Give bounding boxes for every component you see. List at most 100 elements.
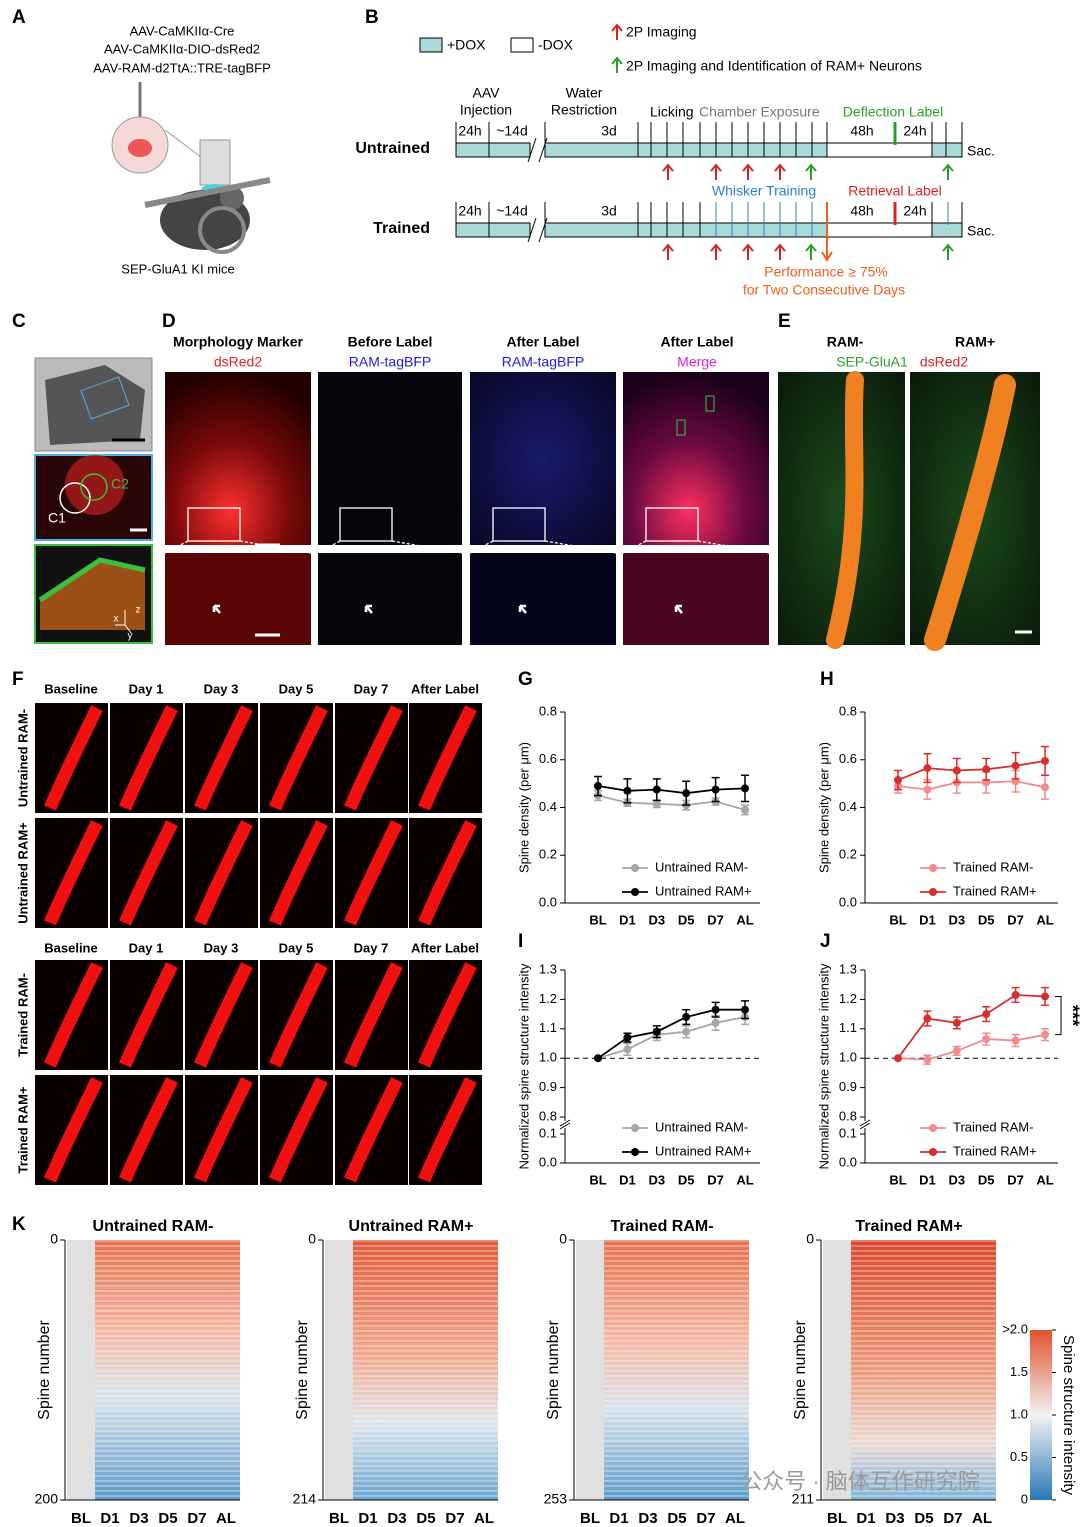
legend-label: Trained RAM+ xyxy=(953,883,1037,898)
dendrite xyxy=(44,705,103,811)
dendrite xyxy=(119,1077,178,1183)
data-point xyxy=(952,766,961,775)
dendrite xyxy=(269,820,328,926)
y-axis-label: Spine number xyxy=(294,1320,311,1420)
legend-marker xyxy=(631,864,639,872)
virus-label: AAV-CaMKIIα-Cre xyxy=(130,23,235,38)
x-tick-label: BL xyxy=(589,912,606,927)
duration-label: 24h xyxy=(458,123,481,139)
mouse-illustration xyxy=(111,82,271,254)
x-tick-label: D3 xyxy=(948,1172,965,1187)
annotation: *** xyxy=(1062,1005,1080,1026)
data-point xyxy=(741,784,749,793)
legend-label: +DOX xyxy=(447,37,486,53)
phase-label: AAV xyxy=(473,85,501,101)
duration-label: 3d xyxy=(601,203,617,219)
legend-label: Untrained RAM- xyxy=(655,1119,748,1134)
legend-label: Untrained RAM+ xyxy=(655,883,751,898)
x-tick-label: D5 xyxy=(678,1172,695,1187)
heatmap-title: Untrained RAM- xyxy=(93,1218,214,1235)
data-point xyxy=(652,799,661,808)
data-point xyxy=(1041,1030,1049,1039)
x-tick-label: D3 xyxy=(638,1510,657,1527)
heatmap-title: Trained RAM+ xyxy=(855,1218,962,1235)
y-tick-label: 0.9 xyxy=(539,1079,557,1094)
column-title: RAM- xyxy=(827,334,864,350)
panel-d-images xyxy=(164,372,770,645)
data-point xyxy=(982,1010,991,1019)
y-tick-label: 200 xyxy=(35,1491,59,1507)
dendrite xyxy=(44,1077,103,1183)
virus-label: AAV-RAM-d2TtA::TRE-tagBFP xyxy=(93,60,270,75)
x-tick-label: D3 xyxy=(648,1172,665,1187)
end-label: Sac. xyxy=(967,143,995,159)
y-tick-label: 1.1 xyxy=(839,1020,857,1035)
y-tick-label: 1.0 xyxy=(539,1050,557,1065)
end-label: Sac. xyxy=(967,223,995,239)
y-tick-label: 1.2 xyxy=(839,991,857,1006)
legend-marker xyxy=(929,1124,937,1132)
x-tick-label: BL xyxy=(827,1510,847,1527)
column-label: Day 7 xyxy=(354,940,389,955)
x-tick-label: D5 xyxy=(158,1510,177,1527)
heatmap-title: Untrained RAM+ xyxy=(349,1218,474,1235)
y-tick-label: 0.0 xyxy=(839,1154,857,1169)
legend-label: 2P Imaging xyxy=(626,24,697,40)
legend-label: Untrained RAM+ xyxy=(655,1143,751,1158)
x-tick-label: AL xyxy=(736,912,753,927)
axis-label: x xyxy=(114,614,119,625)
series-line xyxy=(897,994,1046,1059)
x-tick-label: D5 xyxy=(678,912,695,927)
data-point xyxy=(923,764,932,773)
legend-marker xyxy=(631,888,639,896)
data-point xyxy=(594,782,602,791)
dendrite xyxy=(194,962,253,1068)
series-line xyxy=(897,1033,1046,1061)
x-tick-label: D5 xyxy=(978,1172,995,1187)
duration-label: 24h xyxy=(903,123,926,139)
panel-c-images xyxy=(34,357,153,644)
series-line xyxy=(597,785,746,795)
phase-label: Licking xyxy=(650,104,694,120)
legend-label: Trained RAM- xyxy=(953,859,1033,874)
heatmap-fills xyxy=(67,1240,1052,1500)
heatmap-title: Trained RAM- xyxy=(610,1218,713,1235)
y-tick-label: 1.3 xyxy=(839,961,857,976)
data-point xyxy=(952,1018,961,1027)
x-tick-label: D5 xyxy=(667,1510,686,1527)
panel-label: H xyxy=(820,669,834,690)
criterion-label: for Two Consecutive Days xyxy=(743,282,905,298)
colorbar-tick-label: >2.0 xyxy=(1002,1321,1028,1336)
x-tick-label: BL xyxy=(329,1510,349,1527)
y-tick-label: 0.8 xyxy=(539,703,557,718)
legend-marker xyxy=(631,1124,639,1132)
x-tick-label: BL xyxy=(889,1172,906,1187)
series-line xyxy=(897,760,1046,781)
x-tick-label: D3 xyxy=(129,1510,148,1527)
row-label: Untrained RAM- xyxy=(15,709,30,807)
data-point xyxy=(923,1014,932,1023)
panel-label: B xyxy=(365,7,379,28)
x-tick-label: D1 xyxy=(856,1510,875,1527)
axis-label: y xyxy=(128,631,133,642)
dendrite xyxy=(119,705,178,811)
x-tick-label: D1 xyxy=(619,912,636,927)
y-axis-label: Normalized spine structure intensity xyxy=(816,963,831,1169)
legend-marker xyxy=(929,888,937,896)
data-point xyxy=(741,1005,749,1014)
y-tick-label: 211 xyxy=(792,1491,815,1507)
legend-label: -DOX xyxy=(538,37,574,53)
y-tick-label: 0 xyxy=(806,1231,814,1247)
legend-marker xyxy=(929,864,937,872)
dendrite xyxy=(44,962,103,1068)
dendrite xyxy=(418,962,477,1068)
panel-f-images xyxy=(35,703,482,1185)
y-tick-label: 0.1 xyxy=(839,1125,857,1140)
data-point xyxy=(923,1055,932,1064)
phase-label: Restriction xyxy=(551,102,617,118)
x-tick-label: D1 xyxy=(919,1172,936,1187)
y-tick-label: 0.6 xyxy=(539,751,557,766)
x-tick-label: D7 xyxy=(1007,912,1024,927)
watermark: 公众号 · 脑体互作研究院 xyxy=(740,1469,980,1494)
